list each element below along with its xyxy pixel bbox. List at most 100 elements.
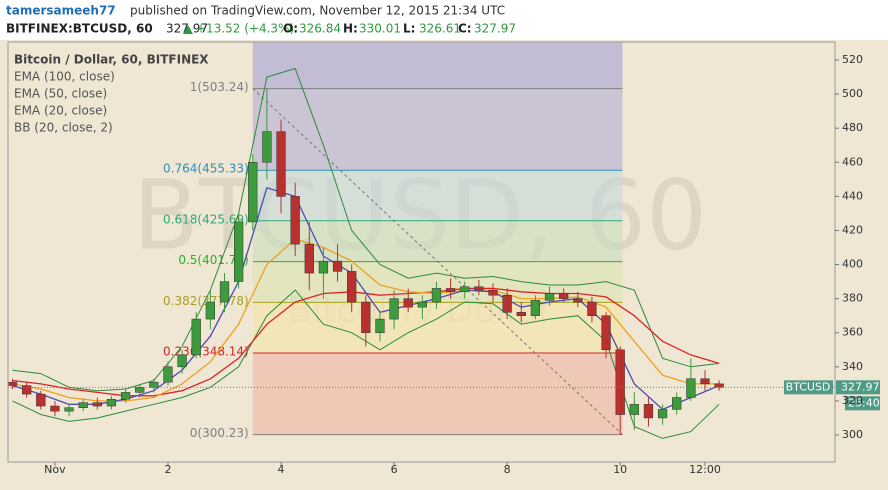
candle-body [332, 260, 343, 272]
candle-body [120, 392, 131, 400]
ema-line [12, 238, 720, 402]
change: +13.52 (+4.3%) [196, 22, 294, 36]
price-tag-value: 327.97 [841, 380, 880, 393]
candle-body [290, 196, 300, 245]
y-tick-label: 520 [842, 53, 863, 66]
legend-entry: EMA (50, close) [14, 87, 107, 101]
candle-body [417, 301, 427, 308]
candle-body [445, 288, 456, 293]
y-tick-label: 380 [842, 292, 863, 305]
candle-body [361, 301, 371, 333]
candle-body [205, 301, 215, 320]
candle-body [7, 381, 18, 386]
candle-body [714, 383, 724, 388]
fib-band [252, 302, 623, 353]
y-tick-label: 360 [842, 326, 863, 339]
candle-body [488, 289, 498, 296]
ohlc-key: O: [283, 22, 298, 36]
candle-body [163, 366, 173, 383]
fib-band [252, 220, 623, 262]
candle-body [177, 354, 187, 368]
fib-label: 0.618(425.69) [163, 212, 249, 226]
price-tag-box [836, 380, 880, 395]
x-tick-label: 8 [504, 463, 511, 476]
candle-body [431, 288, 442, 303]
candle-body [672, 397, 682, 410]
candle-body [389, 298, 399, 320]
price-tag-symbol: BTCUSD [786, 380, 831, 393]
candle-body [191, 318, 201, 356]
x-tick-label: Nov [44, 463, 66, 476]
ohlc-value: 326.84 [299, 22, 341, 36]
candle-body [587, 301, 597, 316]
candle-body [22, 385, 32, 395]
author[interactable]: tamersameeh77 [6, 4, 116, 18]
candle-body [219, 281, 230, 303]
x-tick-label: 12:00 [689, 463, 721, 476]
candle-body [559, 293, 569, 299]
candle-body [573, 298, 583, 303]
ohlc-value: 327.97 [474, 22, 516, 36]
legend-entry: EMA (100, close) [14, 70, 115, 84]
candle-body [530, 300, 541, 316]
ohlc-key: L: [403, 22, 415, 36]
plot: BTCUSD, 60Bitcoin / Dollar1(503.24)0.764… [7, 42, 724, 440]
fib-trend [252, 88, 623, 435]
fib-label: 0.5(401.73) [178, 253, 248, 267]
y-tick-label: 480 [842, 121, 863, 134]
y-tick-label: 320 [842, 394, 863, 407]
candle-body [276, 131, 286, 197]
symbol: BITFINEX:BTCUSD, 60 [6, 22, 153, 36]
candle-body [135, 387, 145, 393]
candle-body [686, 378, 696, 398]
candle-body [657, 409, 668, 419]
candle-body [615, 349, 625, 415]
ohlc-value: 326.61 [419, 22, 461, 36]
candle-body [149, 381, 159, 388]
plot-frame [7, 41, 836, 463]
legend-entry: EMA (20, close) [14, 104, 107, 118]
fib-band [252, 88, 623, 171]
countdown: 25:40 [848, 396, 880, 409]
candle-body [502, 294, 512, 313]
candle-body [106, 398, 117, 407]
up-arrow [183, 25, 193, 34]
fib-label: 1(503.24) [190, 80, 249, 94]
y-tick-label: 440 [842, 189, 863, 202]
fib-band [252, 170, 623, 221]
candle-body [304, 243, 314, 274]
y-tick-label: 420 [842, 223, 863, 236]
candle-body [403, 298, 413, 308]
candle-body [64, 407, 74, 412]
candle-body [248, 162, 258, 223]
ohlc: O: 326.84 H: 330.01 L: 326.61C: 327.97 [283, 22, 516, 36]
fib-label: 0(300.23) [190, 426, 249, 440]
fib-label: 0.764(455.33) [163, 162, 249, 176]
published: published on TradingView.com, November 1… [130, 4, 505, 18]
candle-body [516, 312, 526, 316]
ohlc-key: C: [458, 22, 472, 36]
y-tick-label: 500 [842, 87, 863, 100]
legend-entry: BB (20, close, 2) [14, 121, 113, 135]
fib-band [252, 42, 623, 89]
y-tick-label: 300 [842, 428, 863, 441]
candle-body [92, 402, 102, 407]
candle-body [474, 286, 484, 291]
fib-label: 0.236(348.14) [163, 344, 249, 358]
candle-body [36, 393, 46, 407]
chart-title: Bitcoin / Dollar, 60, BITFINEX [14, 53, 209, 67]
candle-body [318, 260, 329, 274]
candle-body [234, 221, 244, 282]
candle-body [460, 286, 470, 293]
ohlc-key: H: [343, 22, 358, 36]
y-tick-label: 400 [842, 258, 863, 271]
ema-line [12, 186, 720, 411]
candle-body [643, 404, 654, 419]
fib-band [252, 352, 623, 435]
candle-body [262, 131, 272, 163]
candle-body [629, 404, 639, 415]
y-tick-label: 340 [842, 360, 863, 373]
candle-body [50, 405, 60, 412]
candle-body [78, 402, 88, 408]
